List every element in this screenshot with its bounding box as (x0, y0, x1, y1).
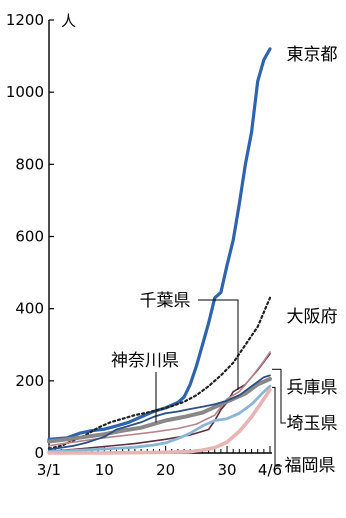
series-line-0 (47, 47, 272, 441)
y-tick-label: 0 (34, 444, 44, 462)
x-tick-label: 20 (156, 461, 175, 479)
y-unit-label: 人 (61, 12, 76, 30)
x-tick-label: 3/1 (37, 461, 61, 479)
series-label-chiba: 千葉県 (140, 291, 191, 311)
y-tick-label: 800 (15, 155, 44, 173)
y-tick-label: 1200 (6, 11, 44, 29)
series-label-fukuoka: 福岡県 (285, 456, 336, 476)
leader-chiba (198, 299, 239, 390)
series-label-kanagawa: 神奈川県 (111, 351, 179, 371)
series-label-osaka: 大阪府 (287, 307, 338, 327)
x-tick-label: 30 (217, 461, 236, 479)
leader-saitama (280, 369, 286, 424)
x-tick-label: 4/6 (258, 461, 282, 479)
y-tick-label: 1000 (6, 83, 44, 101)
series-label-saitama: 埼玉県 (287, 414, 338, 434)
series-line-2 (48, 353, 271, 452)
series-label-tokyo: 東京都 (287, 45, 338, 65)
series-label-hyogo: 兵庫県 (287, 378, 338, 398)
leader-fukuoka (272, 386, 282, 467)
series-lines (47, 47, 272, 455)
x-tick-label: 10 (95, 461, 114, 479)
series-line-5 (48, 374, 271, 451)
series-line-6 (47, 384, 272, 453)
label-leaders (155, 299, 286, 467)
series-line-1 (47, 296, 272, 450)
axes: 0 200 400 600 800 1000 1200 人 3/1 10 20 30 4/6 (6, 11, 282, 479)
y-tick-label: 400 (15, 300, 44, 318)
y-tick-label: 600 (15, 228, 44, 246)
series-line-3 (48, 351, 271, 447)
series-line-7 (47, 388, 272, 455)
y-tick-label: 200 (15, 372, 44, 390)
series-line-4 (47, 377, 272, 444)
